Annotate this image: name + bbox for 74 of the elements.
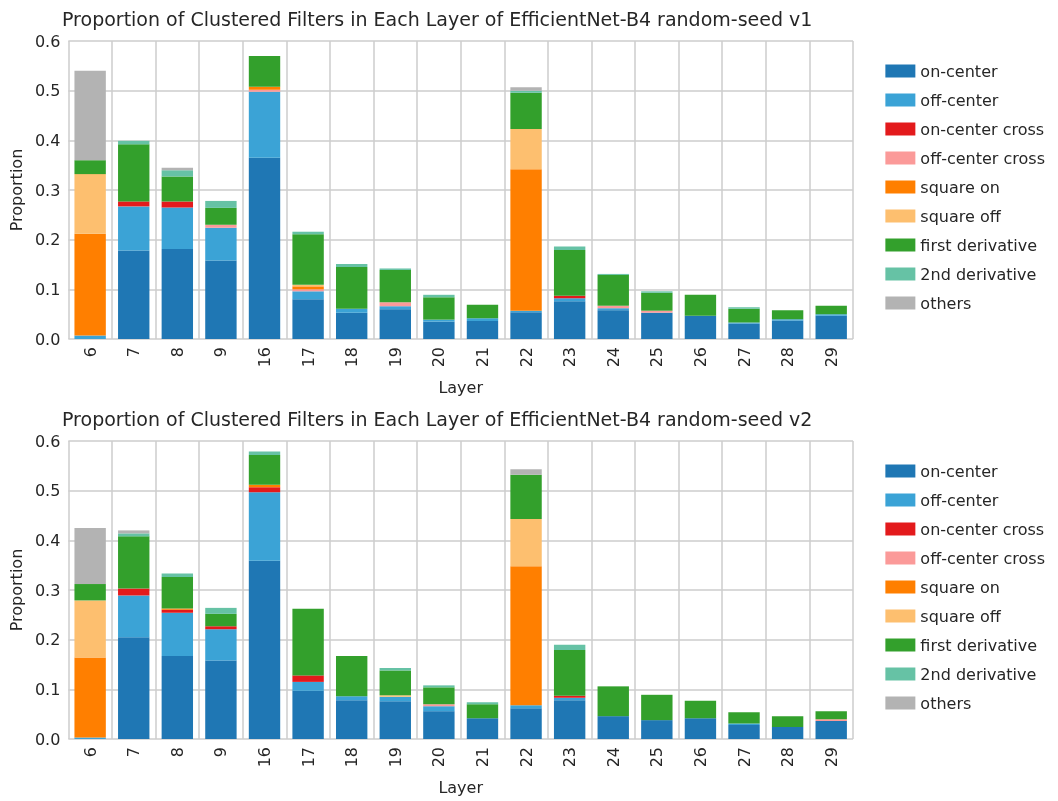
- y-axis-title: Proportion: [6, 548, 26, 632]
- y-tick-label: 0.5: [34, 81, 61, 101]
- legend-label: off-center: [920, 90, 999, 110]
- y-tick-label: 0.0: [34, 329, 61, 349]
- x-tick-label: 21: [472, 747, 492, 768]
- x-tick-label: 24: [603, 347, 623, 368]
- x-tick-label: 26: [690, 347, 710, 368]
- x-tick-label: 22: [516, 347, 536, 368]
- y-tick-label: 0.6: [34, 431, 61, 451]
- x-tick-label: 20: [429, 747, 449, 768]
- legend-label: off-center: [920, 490, 999, 510]
- x-tick-label: 23: [560, 747, 580, 768]
- legend-label: first derivative: [920, 235, 1038, 255]
- legend-label: on-center cross: [920, 119, 1045, 139]
- x-tick-label: 29: [821, 347, 841, 368]
- x-tick-label: 26: [690, 747, 710, 768]
- chart-title: Proportion of Clustered Filters in Each Layer of EfficientNet-B4 random-seed v2: [62, 407, 813, 430]
- x-tick-label: 27: [734, 347, 754, 368]
- y-axis-title: Proportion: [6, 148, 26, 232]
- legend-label: off-center cross: [920, 148, 1046, 168]
- x-tick-label: 27: [734, 747, 754, 768]
- x-axis-title: Layer: [438, 377, 484, 397]
- x-tick-label: 18: [342, 747, 362, 768]
- legend-label: 2nd derivative: [920, 264, 1037, 284]
- x-tick-label: 6: [80, 347, 100, 358]
- x-tick-label: 16: [255, 347, 275, 368]
- x-tick-label: 25: [647, 747, 667, 768]
- y-tick-label: 0.2: [34, 630, 61, 650]
- y-tick-label: 0.1: [34, 679, 61, 699]
- legend-label: others: [920, 293, 972, 313]
- y-tick-label: 0.1: [34, 279, 61, 299]
- legend-label: square on: [920, 577, 1000, 597]
- x-tick-label: 28: [778, 747, 798, 768]
- legend-label: first derivative: [920, 635, 1038, 655]
- y-tick-label: 0.6: [34, 31, 61, 51]
- x-tick-label: 22: [516, 747, 536, 768]
- y-tick-label: 0.5: [34, 481, 61, 501]
- x-tick-label: 9: [211, 347, 231, 358]
- legend-label: others: [920, 693, 972, 713]
- x-tick-label: 29: [821, 747, 841, 768]
- legend-label: off-center cross: [920, 548, 1046, 568]
- legend-label: square on: [920, 177, 1000, 197]
- legend-label: square off: [920, 206, 1002, 226]
- legend-label: 2nd derivative: [920, 664, 1037, 684]
- y-tick-label: 0.0: [34, 729, 61, 749]
- x-tick-label: 9: [211, 747, 231, 758]
- x-tick-label: 19: [385, 747, 405, 768]
- chart-title: Proportion of Clustered Filters in Each Layer of EfficientNet-B4 random-seed v1: [62, 7, 813, 30]
- x-tick-label: 7: [124, 347, 144, 358]
- y-tick-label: 0.3: [34, 180, 61, 200]
- x-tick-label: 8: [167, 347, 187, 358]
- x-tick-label: 17: [298, 747, 318, 768]
- x-tick-label: 17: [298, 347, 318, 368]
- legend-label: on-center: [920, 61, 998, 81]
- x-tick-label: 25: [647, 347, 667, 368]
- x-tick-label: 16: [255, 747, 275, 768]
- x-tick-label: 20: [429, 347, 449, 368]
- x-tick-label: 8: [167, 747, 187, 758]
- y-tick-label: 0.3: [34, 580, 61, 600]
- x-tick-label: 23: [560, 347, 580, 368]
- x-tick-label: 24: [603, 747, 623, 768]
- x-tick-label: 6: [80, 747, 100, 758]
- y-tick-label: 0.4: [34, 130, 61, 150]
- legend-label: square off: [920, 606, 1002, 626]
- x-axis-title: Layer: [438, 777, 484, 797]
- x-tick-label: 19: [385, 347, 405, 368]
- legend-label: on-center cross: [920, 519, 1045, 539]
- y-tick-label: 0.4: [34, 530, 61, 550]
- x-tick-label: 21: [472, 347, 492, 368]
- legend-label: on-center: [920, 461, 998, 481]
- x-tick-label: 18: [342, 347, 362, 368]
- x-tick-label: 28: [778, 347, 798, 368]
- y-tick-label: 0.2: [34, 230, 61, 250]
- x-tick-label: 7: [124, 747, 144, 758]
